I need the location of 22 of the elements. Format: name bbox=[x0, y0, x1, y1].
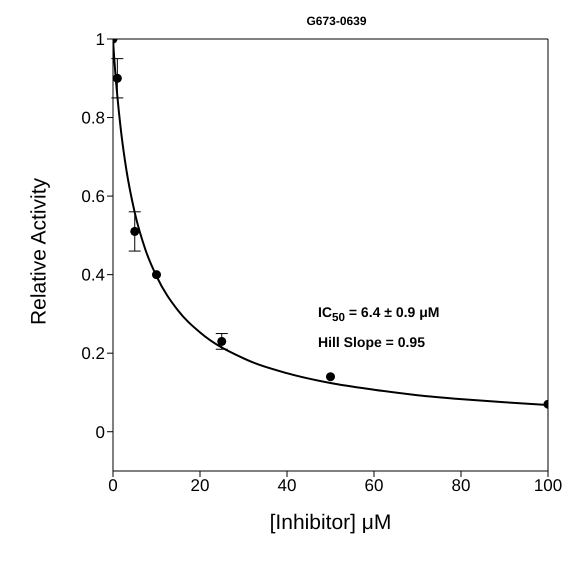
point bbox=[130, 226, 140, 236]
point bbox=[217, 336, 226, 346]
x-tick-label: 40 bbox=[278, 476, 296, 496]
y-tick-label: 0.2 bbox=[81, 344, 105, 364]
y-tick-label: 0.6 bbox=[81, 187, 105, 206]
point bbox=[326, 372, 336, 382]
x-tick-label: 20 bbox=[190, 476, 210, 496]
y-tick-label: 0.4 bbox=[81, 266, 105, 285]
x-tick-label: 100 bbox=[534, 476, 562, 496]
x-tick-label: 60 bbox=[364, 476, 384, 496]
point bbox=[152, 270, 162, 280]
x-tick-label: 80 bbox=[452, 476, 470, 496]
x-tick-label: 0 bbox=[108, 476, 118, 496]
x-axis-title: [Inhibitor] μM bbox=[270, 511, 392, 534]
y-tick-label: 1 bbox=[96, 30, 105, 50]
chart-title: G673-0639 bbox=[305, 14, 368, 28]
annotation: IC$_{50}$ = 6.4 ± 0.9 μM bbox=[318, 303, 440, 326]
point bbox=[113, 74, 122, 83]
y-tick-label: 0.8 bbox=[81, 108, 105, 128]
y-tick-label: 0 bbox=[96, 422, 105, 442]
annotation: Hill Slope = 0.95 bbox=[318, 332, 426, 352]
y-axis-title: Relative Activity bbox=[27, 177, 50, 325]
